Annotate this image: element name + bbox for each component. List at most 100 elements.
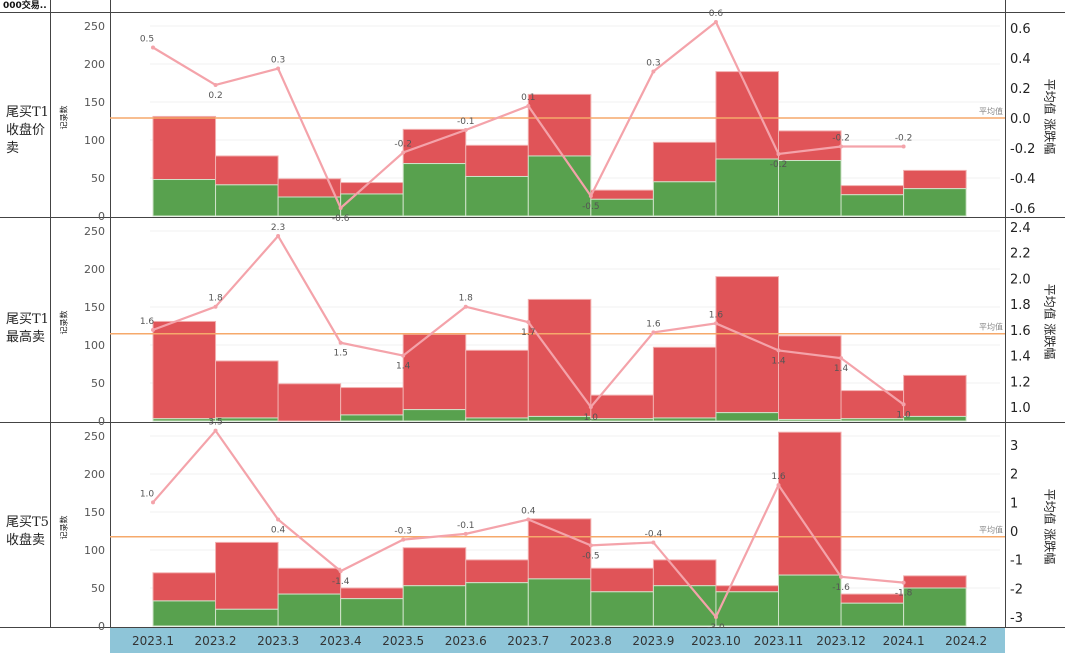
line-point[interactable]: [901, 580, 906, 585]
line-point[interactable]: [651, 330, 656, 335]
bar-green-segment[interactable]: [840, 602, 905, 627]
line-point[interactable]: [401, 537, 406, 542]
bar-red-segment[interactable]: [527, 93, 592, 157]
line-point[interactable]: [776, 152, 781, 156]
bar-red-segment[interactable]: [590, 567, 654, 593]
bar-green-segment[interactable]: [778, 160, 842, 217]
bar-green-segment[interactable]: [152, 179, 217, 217]
bar-green-segment[interactable]: [465, 582, 529, 627]
line-point[interactable]: [213, 428, 218, 433]
bar-red-segment[interactable]: [903, 374, 967, 417]
bar-red-segment[interactable]: [152, 320, 217, 420]
line-point[interactable]: [338, 340, 343, 345]
bar-red-segment[interactable]: [152, 572, 217, 602]
bar-red-segment[interactable]: [340, 182, 404, 195]
bar-red-segment[interactable]: [778, 335, 842, 420]
bar-green-segment[interactable]: [277, 593, 342, 627]
bar-green-segment[interactable]: [402, 409, 467, 422]
line-point[interactable]: [463, 304, 468, 309]
line-point[interactable]: [401, 150, 406, 155]
bar-red-segment[interactable]: [465, 144, 529, 177]
bar-red-segment[interactable]: [652, 346, 717, 419]
line-point[interactable]: [713, 615, 718, 619]
line-point[interactable]: [839, 574, 844, 579]
line-point[interactable]: [213, 83, 218, 87]
line-point[interactable]: [776, 348, 781, 353]
bar-red-segment[interactable]: [840, 185, 905, 196]
bar-red-segment[interactable]: [465, 349, 529, 419]
line-point[interactable]: [839, 356, 844, 361]
bar-red-segment[interactable]: [527, 518, 592, 580]
bar-red-segment[interactable]: [340, 387, 404, 416]
line-point[interactable]: [276, 234, 281, 238]
bar-green-segment[interactable]: [840, 418, 905, 422]
line-point[interactable]: [713, 20, 718, 24]
bar-red-segment[interactable]: [715, 71, 780, 160]
bar-green-segment[interactable]: [527, 155, 592, 217]
bar-green-segment[interactable]: [590, 591, 654, 627]
line-point[interactable]: [338, 206, 343, 210]
bar-green-segment[interactable]: [903, 587, 967, 627]
bar-green-segment[interactable]: [590, 198, 654, 217]
bar-green-segment[interactable]: [340, 598, 404, 627]
bar-red-segment[interactable]: [840, 390, 905, 420]
bar-green-segment[interactable]: [903, 415, 967, 422]
line-point[interactable]: [713, 321, 718, 326]
line-point[interactable]: [276, 66, 281, 71]
bar-red-segment[interactable]: [715, 585, 780, 593]
bar-green-segment[interactable]: [215, 184, 279, 217]
bar-green-segment[interactable]: [527, 415, 592, 422]
bar-green-segment[interactable]: [652, 417, 717, 422]
bar-green-segment[interactable]: [840, 194, 905, 217]
bar-green-segment[interactable]: [152, 600, 217, 627]
line-point[interactable]: [526, 104, 531, 108]
line-point[interactable]: [651, 69, 656, 74]
bar-red-segment[interactable]: [590, 394, 654, 420]
bar-red-segment[interactable]: [715, 276, 780, 414]
line-point[interactable]: [276, 517, 281, 522]
line-point[interactable]: [588, 194, 593, 198]
bar-green-segment[interactable]: [590, 418, 654, 422]
bar-red-segment[interactable]: [903, 575, 967, 589]
bar-red-segment[interactable]: [590, 189, 654, 200]
line-point[interactable]: [901, 144, 906, 149]
bar-red-segment[interactable]: [152, 115, 217, 181]
bar-red-segment[interactable]: [778, 431, 842, 576]
bar-red-segment[interactable]: [402, 333, 467, 411]
bar-red-segment[interactable]: [340, 587, 404, 600]
bar-green-segment[interactable]: [778, 418, 842, 422]
line-point[interactable]: [776, 483, 781, 488]
bar-red-segment[interactable]: [903, 169, 967, 190]
bar-green-segment[interactable]: [652, 181, 717, 217]
line-point[interactable]: [151, 45, 155, 50]
bar-green-segment[interactable]: [903, 188, 967, 217]
bar-red-segment[interactable]: [215, 155, 279, 186]
line-point[interactable]: [213, 304, 218, 309]
bar-green-segment[interactable]: [465, 417, 529, 422]
bar-red-segment[interactable]: [465, 559, 529, 584]
line-point[interactable]: [651, 540, 656, 545]
line-point[interactable]: [151, 327, 155, 332]
bar-red-segment[interactable]: [215, 360, 279, 419]
bar-red-segment[interactable]: [652, 141, 717, 183]
bar-green-segment[interactable]: [340, 414, 404, 422]
bar-red-segment[interactable]: [527, 298, 592, 417]
bar-green-segment[interactable]: [402, 163, 467, 217]
line-point[interactable]: [151, 500, 155, 505]
bar-red-segment[interactable]: [652, 559, 717, 587]
line-point[interactable]: [526, 320, 531, 325]
bar-green-segment[interactable]: [402, 585, 467, 627]
bar-red-segment[interactable]: [402, 547, 467, 587]
bar-green-segment[interactable]: [340, 193, 404, 217]
line-point[interactable]: [526, 517, 531, 522]
bar-green-segment[interactable]: [715, 412, 780, 422]
bar-green-segment[interactable]: [215, 417, 279, 422]
line-point[interactable]: [401, 353, 406, 358]
line-point[interactable]: [463, 531, 468, 536]
line-point[interactable]: [588, 405, 593, 409]
bar-green-segment[interactable]: [215, 608, 279, 627]
bar-green-segment[interactable]: [527, 578, 592, 627]
line-point[interactable]: [588, 543, 593, 548]
line-point[interactable]: [463, 128, 468, 132]
bar-red-segment[interactable]: [215, 541, 279, 610]
